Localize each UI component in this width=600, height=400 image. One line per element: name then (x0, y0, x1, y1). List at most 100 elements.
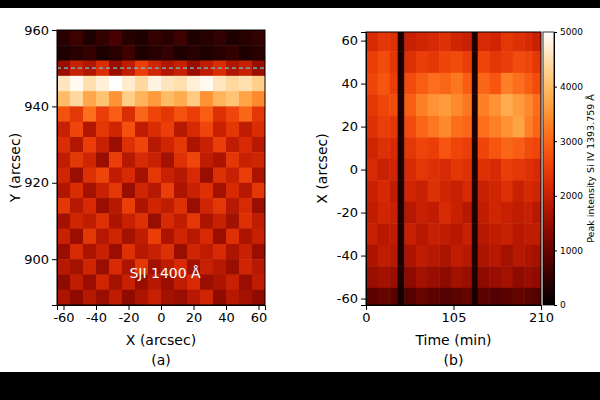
heatmap-cell (200, 30, 214, 46)
x-axis-title: Time (min) (414, 332, 491, 348)
heatmap-cell (200, 168, 214, 184)
tick: -60 (53, 305, 74, 325)
heatmap-cell (135, 168, 149, 184)
heatmap-cell (148, 106, 162, 122)
heatmap-cell (501, 288, 513, 305)
heatmap-cell (174, 106, 188, 122)
frame-bar (0, 0, 600, 8)
heatmap-cell (161, 290, 175, 305)
heatmap-cell (200, 198, 214, 214)
tick-label: 0 (350, 162, 358, 177)
heatmap-cell (533, 51, 541, 73)
heatmap-cell (226, 198, 240, 214)
heatmap-cell (109, 244, 123, 260)
heatmap-cell (148, 152, 162, 168)
heatmap-cell (135, 122, 149, 138)
heatmap-cell (533, 73, 541, 95)
heatmap-cell (200, 213, 214, 229)
y-axis-title: X (arcsec) (314, 133, 330, 203)
heatmap-cell (70, 168, 84, 184)
heatmap-cell (366, 266, 378, 288)
y-axis-title: Y (arcsec) (7, 133, 23, 203)
tick: -40 (337, 248, 366, 263)
heatmap-cell (378, 51, 390, 73)
heatmap-cell (57, 183, 71, 199)
heatmap-cell (83, 183, 97, 199)
colorbar (543, 32, 554, 305)
heatmap-cell (428, 32, 440, 52)
heatmap-cell (239, 76, 253, 92)
heatmap-cell (174, 137, 188, 153)
tick-mark (361, 84, 366, 85)
heatmap-cell (513, 266, 525, 288)
heatmap-cell (416, 223, 428, 245)
heatmap-cell (252, 91, 265, 107)
tick-mark (52, 259, 57, 260)
heatmap-cell (398, 245, 405, 267)
heatmap-cell (96, 137, 110, 153)
x-axis-title: X (arcsec) (126, 332, 196, 348)
plot-area (366, 32, 541, 305)
heatmap-cell (533, 202, 541, 224)
heatmap-cell (252, 274, 265, 290)
heatmap-cell (489, 159, 501, 181)
heatmap-cell (239, 183, 253, 199)
heatmap-cell (472, 94, 478, 116)
tick-mark (554, 305, 557, 306)
heatmap-cell (252, 290, 265, 305)
heatmap-cell (404, 51, 416, 73)
heatmap-cell (398, 266, 405, 288)
heatmap-cell (439, 94, 451, 116)
heatmap-cell (378, 245, 390, 267)
heatmap-cell (252, 106, 265, 122)
heatmap-cell (501, 116, 513, 138)
heatmap-cell (451, 288, 463, 305)
tick-mark (361, 299, 366, 300)
heatmap-cell (489, 223, 501, 245)
heatmap-cell (501, 137, 513, 159)
heatmap-cell (148, 198, 162, 214)
heatmap-cell (70, 183, 84, 199)
heatmap-cell (200, 259, 214, 275)
heatmap-cell (96, 168, 110, 184)
heatmap-cell (200, 290, 214, 305)
heatmap-cell (122, 30, 136, 46)
heatmap-cell (533, 137, 541, 159)
tick-label: 20 (186, 310, 203, 325)
heatmap-cell (213, 45, 227, 61)
heatmap-cell (416, 288, 428, 305)
heatmap-cell (439, 137, 451, 159)
heatmap-cell (187, 91, 201, 107)
heatmap-cell (513, 159, 525, 181)
heatmap-cell (122, 229, 136, 245)
tick: 60 (341, 33, 366, 48)
heatmap-cell (70, 244, 84, 260)
heatmap-cell (404, 245, 416, 267)
panel-label: (b) (444, 352, 464, 368)
heatmap-cell (439, 202, 451, 224)
heatmap-cell (174, 198, 188, 214)
tick: 2000 (554, 191, 583, 201)
tick: 105 (442, 305, 467, 325)
heatmap-cell (478, 51, 490, 73)
heatmap-cell (524, 180, 533, 202)
heatmap-cell (524, 116, 533, 138)
heatmap-cell (239, 274, 253, 290)
heatmap-cell (161, 137, 175, 153)
heatmap-cell (398, 32, 405, 52)
heatmap-cell (439, 51, 451, 73)
heatmap-cell (463, 223, 473, 245)
heatmap-cell (501, 94, 513, 116)
heatmap-cell (96, 198, 110, 214)
heatmap-cell (398, 159, 405, 181)
heatmap-cell (200, 45, 214, 61)
heatmap-cell (489, 94, 501, 116)
heatmap-cell (200, 244, 214, 260)
heatmap-cell (439, 245, 451, 267)
heatmap-cell (57, 213, 71, 229)
heatmap-cell (389, 288, 398, 305)
tick-label: 960 (24, 23, 49, 38)
heatmap-cell (83, 244, 97, 260)
heatmap-cell (524, 51, 533, 73)
heatmap-cell (96, 30, 110, 46)
